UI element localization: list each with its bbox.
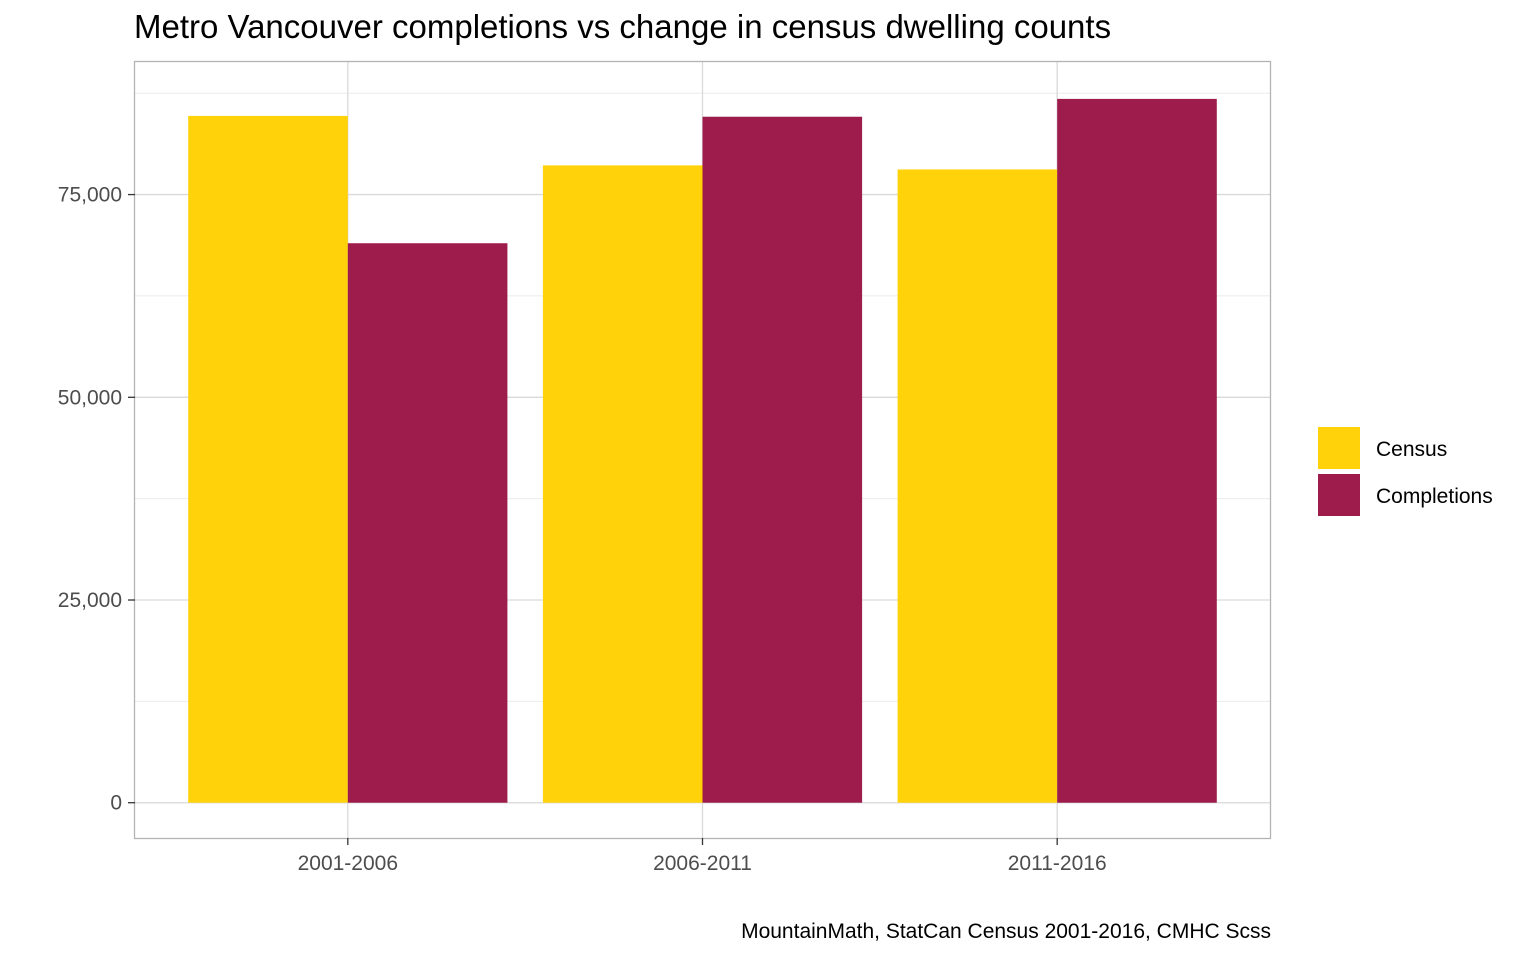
- bar-census-2006-2011: [542, 165, 703, 803]
- bar-census-2011-2016: [897, 169, 1058, 803]
- x-axis: 2001-2006 2006-2011 2011-2016: [298, 838, 1107, 875]
- legend-label-completions: Completions: [1376, 485, 1493, 508]
- x-tick-label: 2011-2016: [1008, 852, 1107, 875]
- y-axis: 0 25,000 50,000 75,000: [58, 184, 135, 815]
- legend-label-census: Census: [1376, 438, 1447, 461]
- legend-key-completions: [1318, 474, 1360, 516]
- bars: [188, 98, 1217, 803]
- y-tick-label: 75,000: [58, 184, 122, 207]
- bar-census-2001-2006: [188, 115, 348, 803]
- x-tick-label: 2006-2011: [653, 852, 752, 875]
- legend: Census Completions: [1318, 427, 1493, 516]
- chart-caption: MountainMath, StatCan Census 2001-2016, …: [741, 920, 1271, 943]
- x-tick-label: 2001-2006: [298, 852, 398, 875]
- y-tick-label: 0: [110, 792, 122, 815]
- bar-completions-2011-2016: [1057, 98, 1217, 803]
- bar-completions-2001-2006: [347, 243, 508, 803]
- chart-title: Metro Vancouver completions vs change in…: [134, 8, 1112, 45]
- y-tick-label: 50,000: [58, 386, 122, 409]
- bar-completions-2006-2011: [702, 116, 863, 803]
- legend-key-census: [1318, 427, 1360, 469]
- y-tick-label: 25,000: [58, 589, 122, 612]
